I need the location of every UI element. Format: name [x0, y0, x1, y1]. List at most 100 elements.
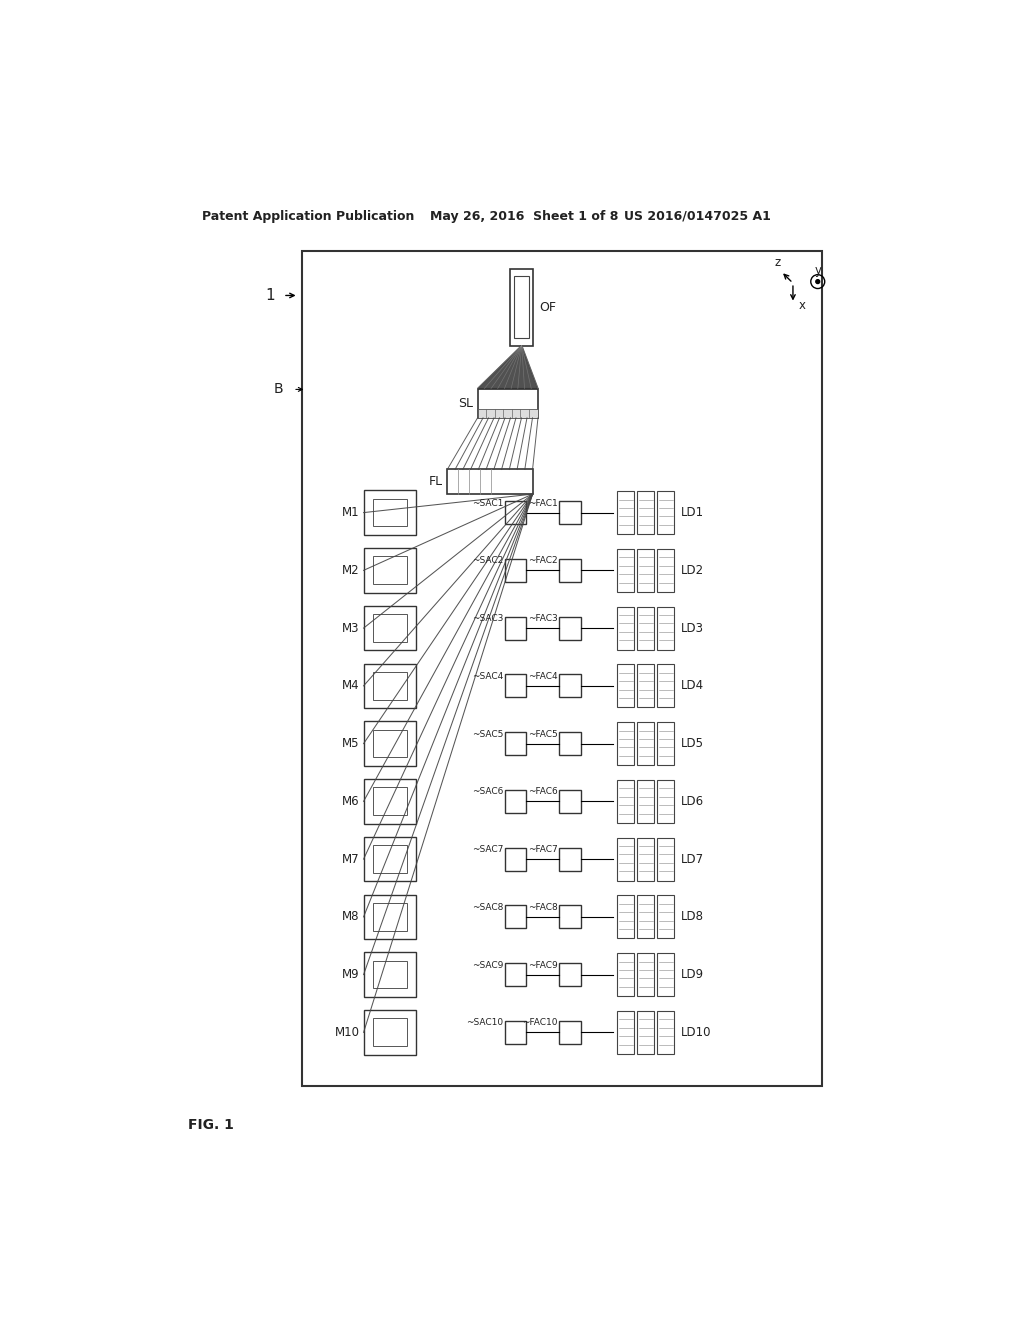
Text: ~FAC2: ~FAC2: [527, 557, 557, 565]
Text: ~SAC2: ~SAC2: [472, 557, 503, 565]
Bar: [364, 895, 417, 940]
Text: ~SAC6: ~SAC6: [472, 788, 503, 796]
Text: y: y: [814, 264, 821, 277]
Text: OF: OF: [539, 301, 556, 314]
Text: ~SAC4: ~SAC4: [472, 672, 503, 681]
Text: ~SAC3: ~SAC3: [472, 614, 503, 623]
Bar: [657, 722, 675, 766]
Text: M8: M8: [342, 911, 359, 924]
Text: SL: SL: [458, 397, 473, 409]
Bar: [364, 664, 417, 708]
Bar: [637, 722, 654, 766]
Text: M10: M10: [335, 1026, 359, 1039]
Bar: [617, 1011, 634, 1053]
Bar: [637, 780, 654, 822]
Bar: [373, 1019, 407, 1047]
Bar: [505, 675, 526, 697]
Text: 1: 1: [265, 288, 274, 304]
Bar: [447, 470, 532, 494]
Bar: [505, 789, 526, 813]
Bar: [559, 847, 581, 871]
Text: ~FAC1: ~FAC1: [527, 499, 557, 508]
Bar: [364, 606, 417, 651]
Bar: [510, 268, 534, 346]
Bar: [559, 906, 581, 928]
Text: M6: M6: [342, 795, 359, 808]
Bar: [373, 557, 407, 585]
Bar: [617, 664, 634, 708]
Text: FIG. 1: FIG. 1: [188, 1118, 234, 1131]
Bar: [364, 837, 417, 882]
Bar: [373, 961, 407, 989]
Text: x: x: [799, 298, 806, 312]
Bar: [514, 276, 529, 338]
Bar: [617, 838, 634, 880]
Text: LD6: LD6: [681, 795, 703, 808]
Bar: [505, 558, 526, 582]
Circle shape: [816, 280, 819, 284]
Bar: [637, 1011, 654, 1053]
Bar: [477, 388, 538, 418]
Bar: [657, 664, 675, 708]
Bar: [657, 780, 675, 822]
Bar: [505, 1020, 526, 1044]
Bar: [505, 733, 526, 755]
Bar: [364, 490, 417, 535]
Text: LD1: LD1: [681, 506, 703, 519]
Text: ~SAC1: ~SAC1: [472, 499, 503, 508]
Bar: [617, 607, 634, 649]
Bar: [617, 953, 634, 997]
Text: ~FAC4: ~FAC4: [527, 672, 557, 681]
Text: US 2016/0147025 A1: US 2016/0147025 A1: [624, 210, 771, 223]
Bar: [302, 251, 821, 1086]
Text: ~SAC5: ~SAC5: [472, 730, 503, 739]
Bar: [657, 1011, 675, 1053]
Text: ~FAC9: ~FAC9: [527, 961, 557, 970]
Bar: [505, 502, 526, 524]
Bar: [559, 502, 581, 524]
Text: Patent Application Publication: Patent Application Publication: [202, 210, 414, 223]
Bar: [559, 616, 581, 640]
Bar: [364, 952, 417, 997]
Bar: [559, 558, 581, 582]
Text: LD2: LD2: [681, 564, 703, 577]
Text: LD5: LD5: [681, 737, 703, 750]
Bar: [373, 730, 407, 758]
Text: LD7: LD7: [681, 853, 703, 866]
Text: M5: M5: [342, 737, 359, 750]
Text: ~FAC5: ~FAC5: [527, 730, 557, 739]
Bar: [559, 675, 581, 697]
Text: ~FAC8: ~FAC8: [527, 903, 557, 912]
Text: M2: M2: [342, 564, 359, 577]
Text: M9: M9: [342, 968, 359, 981]
Bar: [477, 409, 538, 418]
Bar: [657, 549, 675, 591]
Text: ~FAC6: ~FAC6: [527, 788, 557, 796]
Bar: [364, 548, 417, 593]
Bar: [559, 964, 581, 986]
Bar: [559, 733, 581, 755]
Bar: [505, 964, 526, 986]
Text: ~SAC7: ~SAC7: [472, 845, 503, 854]
Bar: [364, 779, 417, 824]
Text: LD10: LD10: [681, 1026, 711, 1039]
Bar: [617, 722, 634, 766]
Bar: [637, 491, 654, 535]
Bar: [617, 780, 634, 822]
Text: LD4: LD4: [681, 680, 703, 693]
Bar: [364, 1010, 417, 1055]
Bar: [657, 838, 675, 880]
Bar: [637, 607, 654, 649]
Bar: [373, 903, 407, 931]
Bar: [373, 672, 407, 700]
Bar: [637, 549, 654, 591]
Text: LD8: LD8: [681, 911, 703, 924]
Text: May 26, 2016  Sheet 1 of 8: May 26, 2016 Sheet 1 of 8: [430, 210, 618, 223]
Text: ~SAC10: ~SAC10: [466, 1019, 503, 1027]
Bar: [637, 953, 654, 997]
Bar: [657, 953, 675, 997]
Text: M3: M3: [342, 622, 359, 635]
Text: B: B: [273, 383, 283, 396]
Bar: [373, 845, 407, 873]
Text: M7: M7: [342, 853, 359, 866]
